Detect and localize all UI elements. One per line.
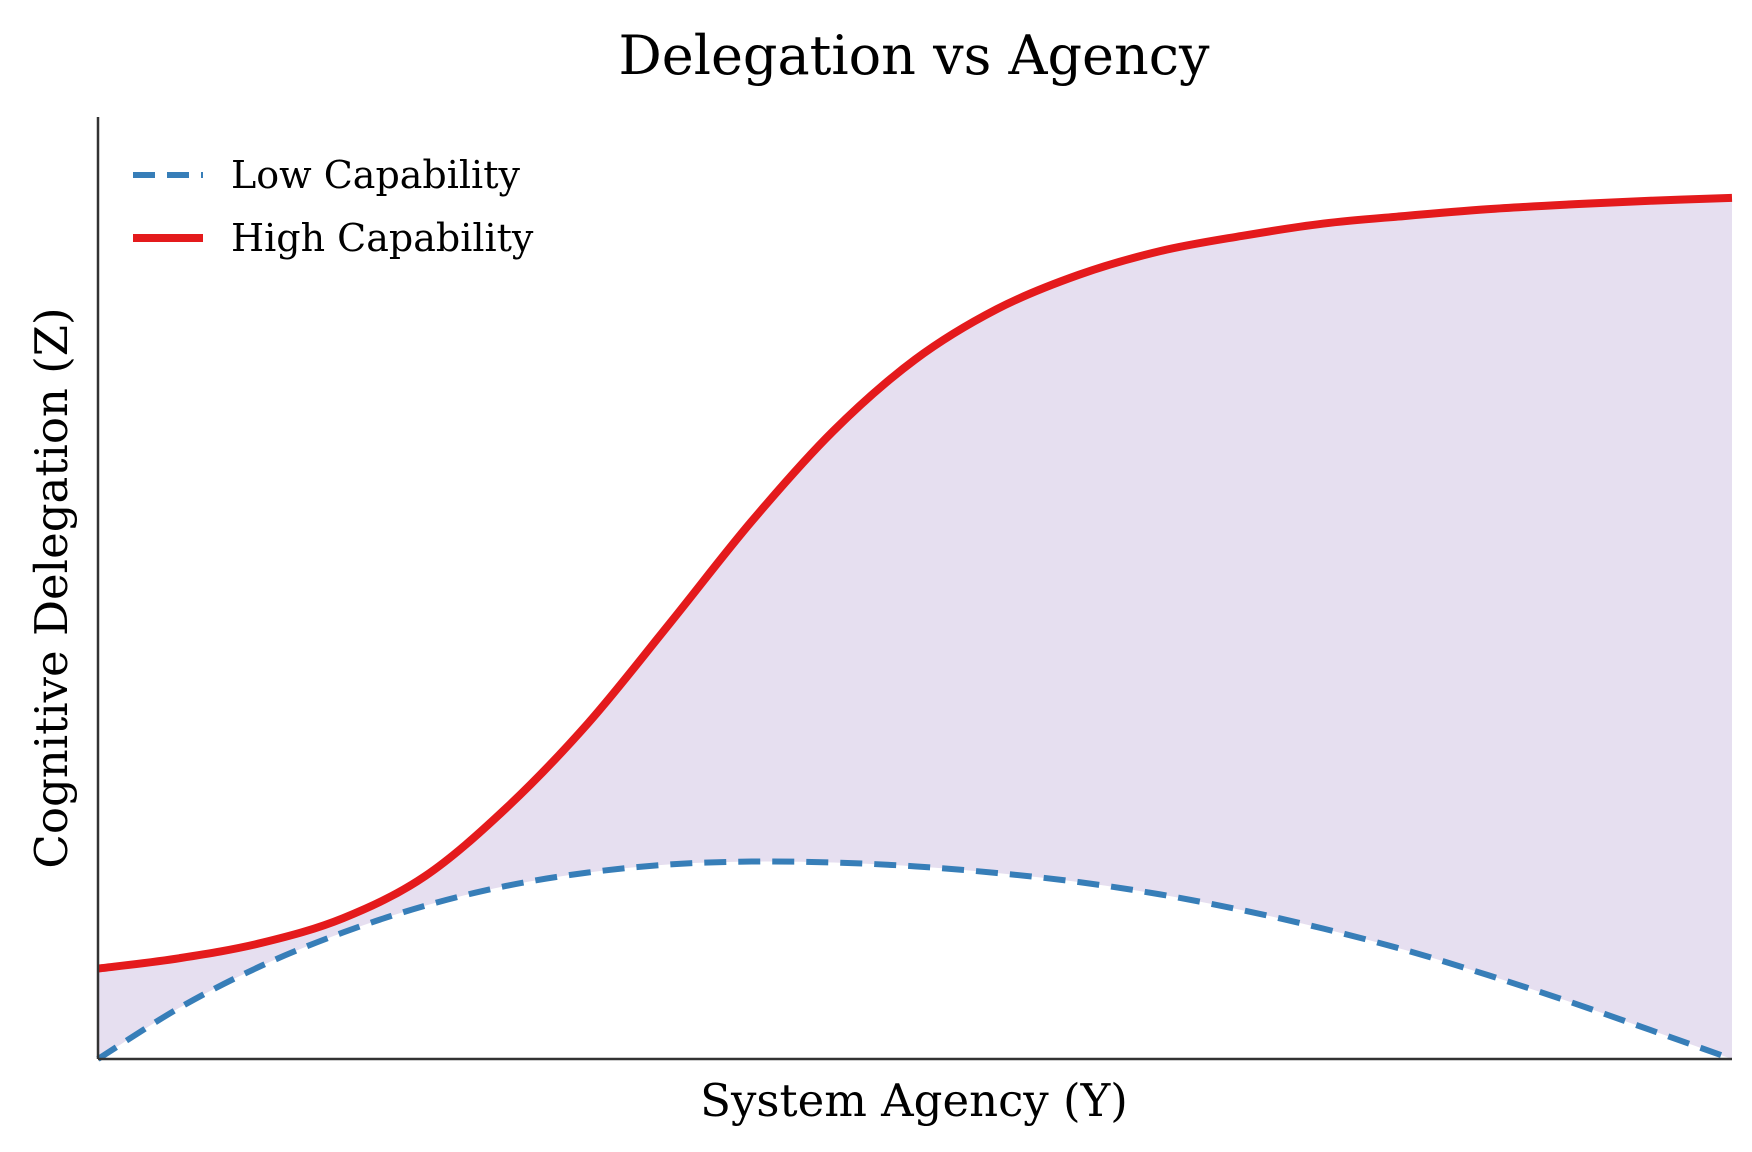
x-axis-label: System Agency (Y)	[700, 1074, 1128, 1127]
y-axis-label: Cognitive Delegation (Z)	[25, 307, 78, 868]
series-line-high-capability	[97, 193, 1733, 973]
legend-label-high-capability: High Capability	[231, 216, 534, 260]
series-line-low-capability	[96, 858, 1734, 1062]
legend: Low Capability High Capability	[133, 153, 534, 260]
plot-area	[96, 193, 1734, 1062]
chart-title: Delegation vs Agency	[618, 24, 1210, 87]
series-layer	[96, 193, 1734, 1062]
fill-between-area	[98, 197, 1732, 1059]
legend-label-low-capability: Low Capability	[231, 153, 520, 197]
